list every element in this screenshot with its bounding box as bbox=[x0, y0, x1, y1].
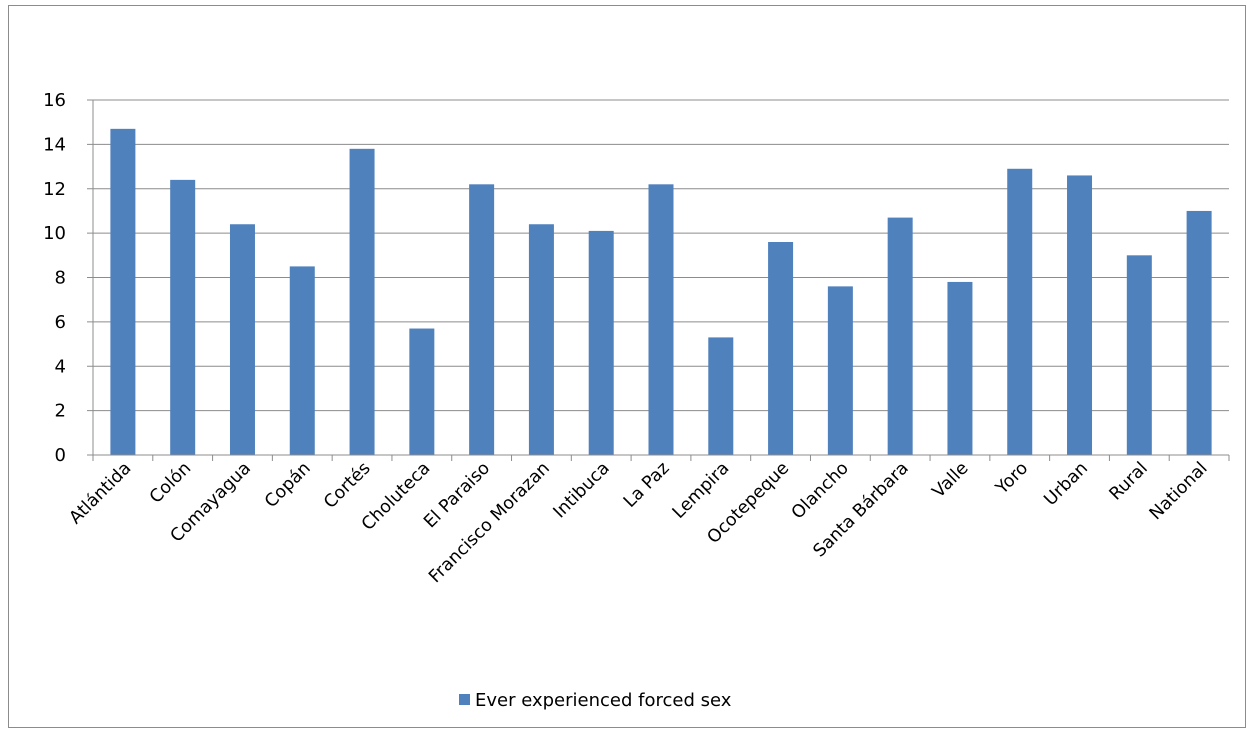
x-tick-label: Yoro bbox=[992, 458, 1033, 499]
bar bbox=[887, 217, 913, 455]
bar bbox=[229, 224, 255, 455]
bar bbox=[708, 337, 734, 455]
bar bbox=[170, 179, 196, 455]
bar bbox=[947, 281, 973, 455]
bars bbox=[110, 128, 1212, 455]
axes bbox=[87, 99, 1230, 461]
bar bbox=[1126, 255, 1152, 455]
y-tick-label: 2 bbox=[55, 401, 66, 422]
x-tick-label: Urban bbox=[1040, 458, 1092, 510]
legend-label: Ever experienced forced sex bbox=[475, 690, 732, 711]
x-tick-label: National bbox=[1146, 458, 1212, 524]
x-tick-label: Cortés bbox=[320, 458, 374, 512]
bar bbox=[588, 230, 614, 455]
x-tick-label: Copán bbox=[261, 458, 315, 512]
x-tick-label: Intibuca bbox=[550, 458, 614, 522]
bar bbox=[1067, 175, 1093, 455]
bar bbox=[1186, 210, 1212, 455]
y-tick-label: 4 bbox=[55, 356, 66, 377]
x-tick-label: Colón bbox=[146, 458, 195, 507]
bar bbox=[349, 148, 375, 455]
x-tick-label: Francisco Morazan bbox=[425, 458, 554, 587]
y-tick-label: 0 bbox=[55, 445, 66, 466]
x-tick-label: Valle bbox=[929, 458, 973, 502]
x-tick-label: Atlántida bbox=[66, 458, 136, 528]
bar bbox=[409, 328, 435, 455]
y-tick-label: 8 bbox=[55, 268, 66, 289]
y-tick-labels: 0 2 4 6 8 10 12 14 16 bbox=[43, 90, 66, 466]
bar bbox=[768, 242, 794, 455]
legend-swatch bbox=[459, 694, 470, 705]
x-tick-label: La Paz bbox=[620, 458, 674, 512]
bar bbox=[528, 224, 554, 455]
bar bbox=[648, 184, 674, 455]
y-tick-label: 12 bbox=[43, 179, 66, 200]
x-tick-label: Rural bbox=[1106, 458, 1152, 504]
bar bbox=[289, 266, 315, 455]
y-tick-label: 16 bbox=[43, 90, 66, 111]
legend: Ever experienced forced sex bbox=[459, 690, 732, 711]
bar bbox=[1007, 168, 1033, 455]
bar bbox=[110, 128, 136, 455]
bar bbox=[469, 184, 495, 455]
y-tick-label: 6 bbox=[55, 312, 66, 333]
bar bbox=[827, 286, 853, 455]
y-tick-label: 14 bbox=[43, 134, 66, 155]
y-tick-label: 10 bbox=[43, 223, 66, 244]
